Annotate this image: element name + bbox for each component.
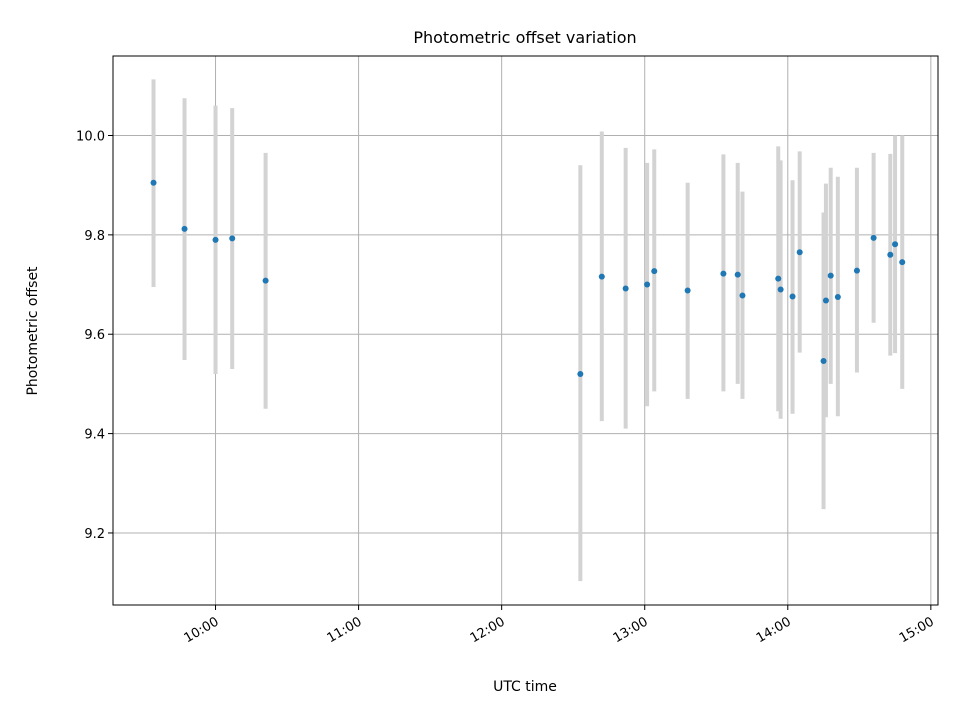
data-point (598, 273, 605, 280)
data-point (789, 293, 796, 300)
y-tick-label: 9.2 (84, 527, 105, 542)
chart-title: Photometric offset variation (413, 28, 636, 47)
x-tick-label: 11:00 (325, 614, 365, 646)
data-point (622, 285, 629, 292)
data-point (775, 275, 782, 282)
data-point (853, 267, 860, 274)
data-point (870, 234, 877, 241)
data-point (739, 292, 746, 299)
y-axis-ticks: 9.2 9.4 9.6 9.8 10.0 (76, 129, 113, 542)
data-point (822, 297, 829, 304)
error-bars (151, 79, 905, 582)
y-tick-label: 9.6 (84, 328, 105, 343)
data-point (834, 293, 841, 300)
x-axis-ticks: 10:00 11:00 12:00 13:00 14:00 15:00 (182, 605, 937, 646)
data-point (720, 270, 727, 277)
y-tick-label: 9.8 (84, 229, 105, 244)
data-point (212, 236, 219, 243)
data-point (796, 249, 803, 256)
x-tick-label: 15:00 (897, 614, 937, 646)
data-point (777, 286, 784, 293)
data-point (899, 259, 906, 266)
data-point (262, 277, 269, 284)
y-tick-label: 9.4 (84, 428, 105, 443)
data-point (734, 271, 741, 278)
data-point (684, 287, 691, 294)
data-point (820, 358, 827, 365)
data-point (892, 241, 899, 248)
grid-lines (113, 56, 938, 605)
y-axis-label: Photometric offset (25, 266, 41, 396)
x-tick-label: 14:00 (754, 614, 794, 646)
x-tick-label: 12:00 (468, 614, 508, 646)
plot-frame (112, 55, 939, 606)
data-point (150, 179, 157, 186)
x-tick-label: 10:00 (182, 614, 222, 646)
x-axis-label: UTC time (493, 679, 557, 695)
data-point (827, 272, 834, 279)
y-tick-label: 10.0 (76, 129, 105, 144)
data-point (644, 281, 651, 288)
data-point (887, 251, 894, 258)
data-point (651, 268, 658, 275)
data-points (150, 179, 906, 377)
x-tick-label: 13:00 (611, 614, 651, 646)
data-point (229, 235, 236, 242)
data-point (577, 370, 584, 377)
data-point (181, 225, 188, 232)
